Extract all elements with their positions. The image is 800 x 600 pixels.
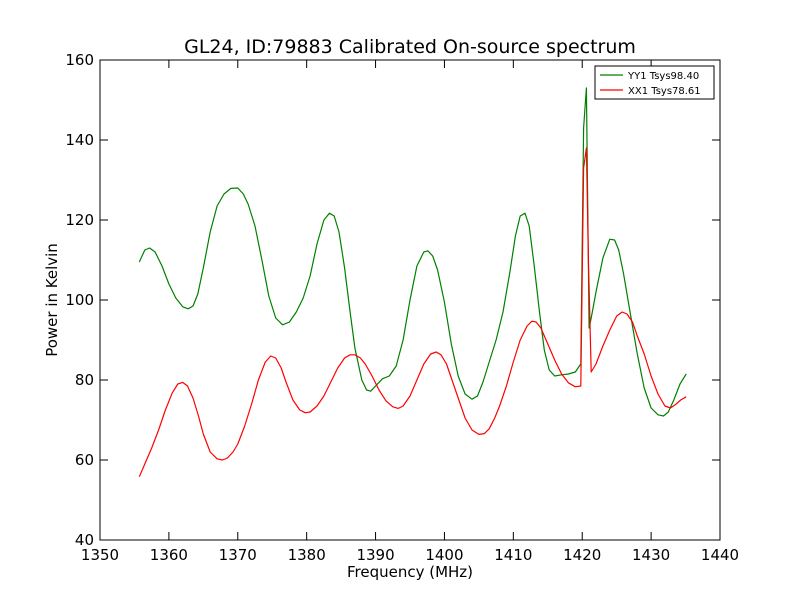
x-tick-label: 1360 xyxy=(150,546,188,564)
y-tick-label: 120 xyxy=(65,211,94,229)
legend-box xyxy=(594,65,715,100)
series-layer xyxy=(138,87,687,478)
x-tick-label: 1380 xyxy=(288,546,326,564)
legend-label-1: XX1 Tsys78.61 xyxy=(628,86,701,97)
ticks-layer: 1350 1360 1370 1380 1390 1400 1410 1420 1430 1440… xyxy=(65,51,739,564)
x-tick-label: 1400 xyxy=(425,546,463,564)
x-tick-label: 1440 xyxy=(701,546,739,564)
y-tick-label: 80 xyxy=(75,371,94,389)
chart-title: GL24, ID:79883 Calibrated On-source spec… xyxy=(184,36,636,58)
x-tick-label: 1390 xyxy=(356,546,394,564)
y-tick-label: 140 xyxy=(65,131,94,149)
legend: YY1 Tsys98.40 XX1 Tsys78.61 xyxy=(594,65,715,100)
x-axis-label: Frequency (MHz) xyxy=(347,563,473,581)
y-tick-label: 60 xyxy=(75,451,94,469)
y-tick-label: 160 xyxy=(65,51,94,69)
y-axis-label: Power in Kelvin xyxy=(43,243,61,357)
x-tick-label: 1370 xyxy=(219,546,257,564)
series-line-1 xyxy=(138,147,687,478)
y-tick-label: 100 xyxy=(65,291,94,309)
x-tick-label: 1350 xyxy=(81,546,119,564)
x-tick-label: 1410 xyxy=(494,546,532,564)
x-tick-label: 1430 xyxy=(632,546,670,564)
y-tick-label: 40 xyxy=(75,531,94,549)
legend-label-0: YY1 Tsys98.40 xyxy=(627,71,699,82)
series-line-0 xyxy=(138,87,687,417)
x-tick-label: 1420 xyxy=(563,546,601,564)
